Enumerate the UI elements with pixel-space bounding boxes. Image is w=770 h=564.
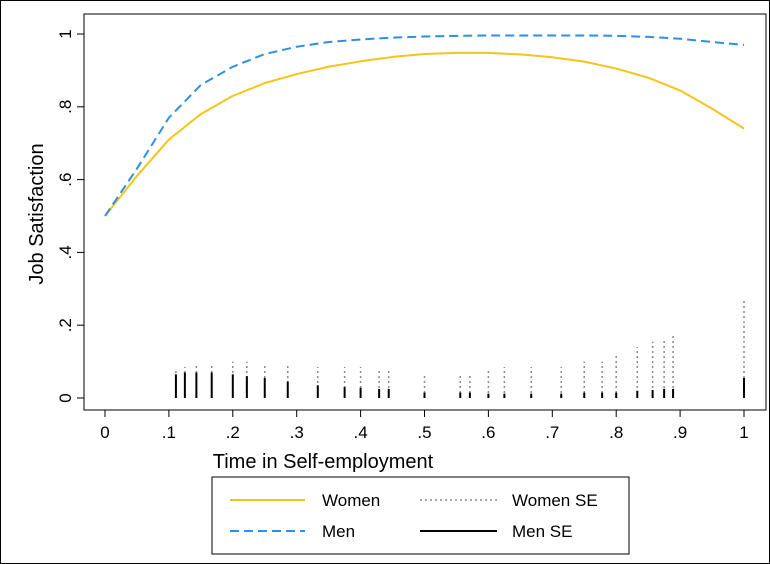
x-tick-label: 1: [739, 423, 748, 442]
x-axis-title: Time in Self-employment: [213, 451, 434, 473]
y-tick-label: 0: [56, 393, 75, 402]
y-tick-label: .2: [56, 318, 75, 332]
x-tick-label: .8: [609, 423, 623, 442]
legend-box: [211, 476, 630, 555]
x-tick-label: .4: [354, 423, 368, 442]
x-tick-label: 0: [100, 423, 109, 442]
legend-label-men-se: Men SE: [512, 522, 572, 541]
legend-label-men: Men: [322, 522, 355, 541]
y-axis-title: Job Satisfaction: [26, 143, 48, 284]
y-tick-label: .8: [56, 100, 75, 114]
y-tick-label: .4: [56, 245, 75, 259]
women-series-line: [104, 51, 745, 217]
x-tick-label: .5: [417, 423, 431, 442]
legend-label-women-se: Women SE: [512, 491, 598, 510]
x-tick-label: .6: [481, 423, 495, 442]
x-tick-label: .1: [162, 423, 176, 442]
x-tick-label: .2: [226, 423, 240, 442]
x-tick-label: .9: [673, 423, 687, 442]
x-tick-label: .7: [545, 423, 559, 442]
y-tick-label: 1: [56, 29, 75, 38]
legend-label-women: Women: [322, 491, 380, 510]
men-series-line: [104, 34, 745, 217]
y-tick-label: .6: [56, 173, 75, 187]
x-tick-label: .3: [290, 423, 304, 442]
